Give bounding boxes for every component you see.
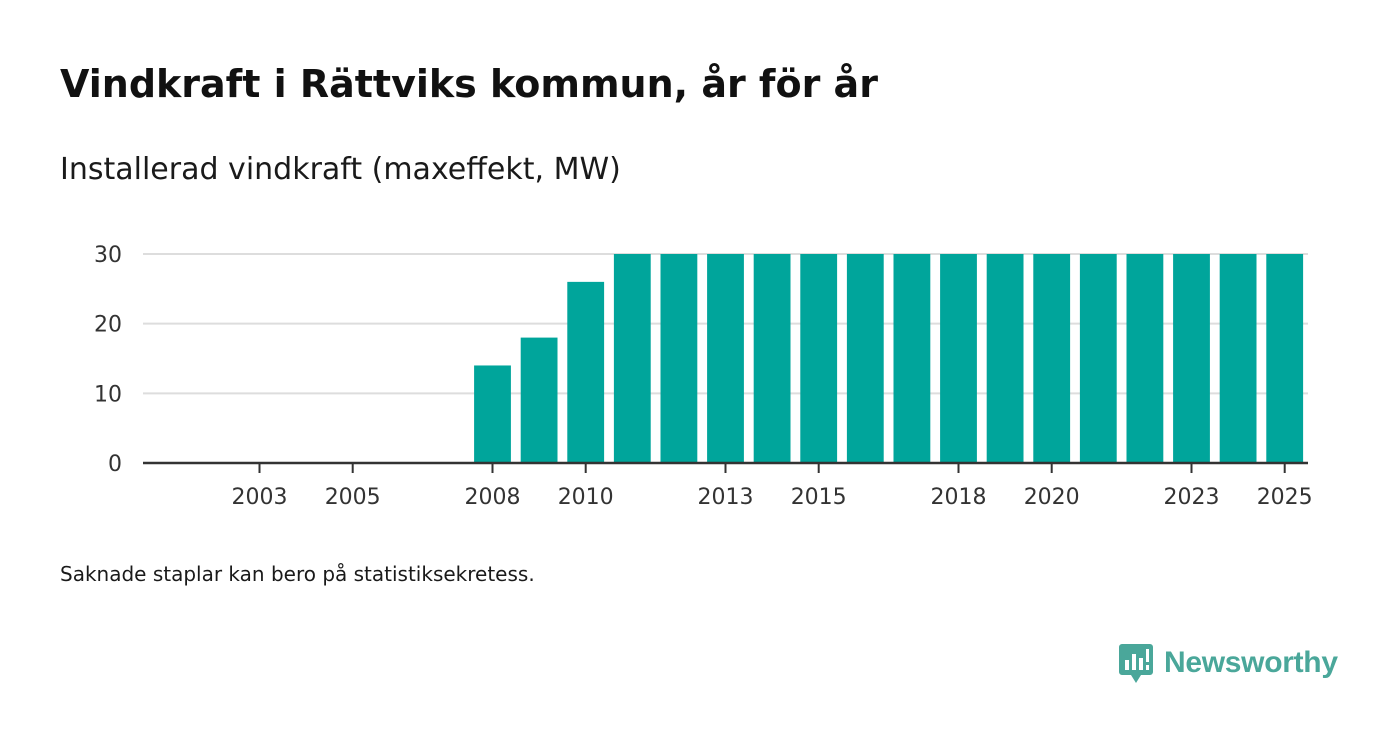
bar-2018: [940, 254, 977, 463]
x-tick-label: 2005: [325, 485, 381, 510]
bar-2020: [1033, 254, 1071, 463]
bars: [474, 254, 1304, 463]
bar-2019: [986, 254, 1024, 463]
bar-2012: [660, 254, 698, 463]
bar-2025: [1266, 254, 1304, 463]
x-axis-ticks: 2003 2005 2008 2010 2013 2015 2018 2020 2023 2025: [232, 463, 1313, 510]
bar-2009: [520, 337, 558, 463]
bar-2008: [474, 365, 511, 463]
bar-2013: [707, 254, 744, 463]
y-tick-label: 20: [94, 313, 122, 338]
y-tick-label: 30: [94, 243, 122, 268]
x-tick-label: 2003: [232, 485, 288, 510]
x-tick-label: 2008: [465, 485, 521, 510]
bar-2010: [567, 281, 605, 463]
y-tick-label: 10: [94, 382, 122, 407]
bar-2023: [1173, 254, 1210, 463]
bar-2015: [800, 254, 838, 463]
brand-name[interactable]: Newsworthy: [1164, 646, 1338, 679]
bar-chart: 0 10 20 30 2003 2005 2008 2010 2013 2015 2018 2020…: [94, 243, 1313, 510]
bar-2011: [613, 254, 651, 463]
bar-2017: [893, 254, 931, 463]
x-tick-label: 2018: [931, 485, 987, 510]
brand[interactable]: Newsworthy: [1118, 642, 1338, 684]
bar-2022: [1126, 254, 1164, 463]
bar-2024: [1219, 254, 1257, 463]
bar-2016: [846, 254, 884, 463]
y-axis-ticks: 0 10 20 30: [94, 243, 122, 477]
x-tick-label: 2025: [1257, 485, 1313, 510]
footnote: Saknade staplar kan bero på statistiksek…: [60, 562, 535, 586]
y-tick-label: 0: [108, 452, 122, 477]
chart-subtitle: Installerad vindkraft (maxeffekt, MW): [60, 152, 621, 187]
chart-title: Vindkraft i Rättviks kommun, år för år: [60, 62, 878, 106]
x-tick-label: 2010: [558, 485, 614, 510]
x-tick-label: 2013: [698, 485, 754, 510]
newsworthy-logo-icon: [1119, 644, 1153, 683]
bar-2021: [1079, 254, 1117, 463]
x-tick-label: 2023: [1164, 485, 1220, 510]
x-tick-label: 2015: [791, 485, 847, 510]
bar-2014: [753, 254, 791, 463]
x-tick-label: 2020: [1024, 485, 1080, 510]
